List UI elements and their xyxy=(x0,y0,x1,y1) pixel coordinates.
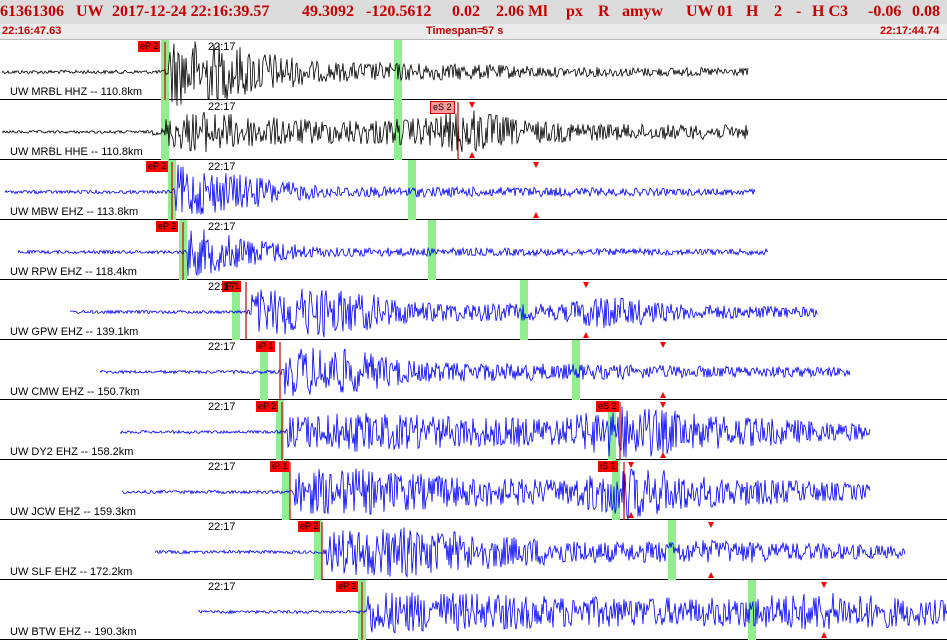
channel-label: UW CMW EHZ -- 150.7km xyxy=(10,386,140,398)
pick-flag: eP 2 xyxy=(298,521,321,532)
time-start: 22:16:47.63 xyxy=(2,25,62,37)
time-bar: 22:16:47.63 Timespan= 57 s 22:17:44.74 xyxy=(0,24,947,40)
minute-label: 22:17 xyxy=(208,341,236,353)
channel-label: UW BTW EHZ -- 190.3km xyxy=(10,626,137,638)
minute-label: 22:17 xyxy=(208,581,236,593)
pick-flag: iP 1 xyxy=(270,461,290,472)
waveform-trace xyxy=(197,592,947,634)
theory-marker-bottom xyxy=(469,152,475,158)
waveform-trace xyxy=(69,288,818,338)
minute-label: 22:17 xyxy=(208,401,236,413)
pick-flag: eP 2 xyxy=(138,41,161,52)
theory-marker-bottom xyxy=(583,332,589,338)
minute-label: 22:17 xyxy=(208,161,236,173)
event-longitude: -120.5612 xyxy=(366,3,432,20)
minute-label: 22:17 xyxy=(208,281,236,293)
minute-label: 22:17 xyxy=(208,461,236,473)
event-depth: 0.02 xyxy=(452,3,480,20)
pick-flag: eP 2 xyxy=(256,401,279,412)
window-marker xyxy=(394,40,402,100)
pick-flag: eP 2 xyxy=(336,581,359,592)
pick-flag: iP 1 xyxy=(222,281,242,292)
channel-label: UW GPW EHZ -- 139.1km xyxy=(10,326,139,338)
timespan-label: Timespan= xyxy=(426,25,484,37)
waveform-trace xyxy=(4,164,756,215)
time-end: 22:17:44.74 xyxy=(880,25,940,37)
event-h-count: 2 xyxy=(774,3,782,20)
theory-marker-top xyxy=(821,582,827,588)
waveform-trace xyxy=(154,527,906,579)
event-value-a: -0.06 xyxy=(868,3,902,20)
event-review-flag: R xyxy=(598,3,610,20)
window-marker xyxy=(612,460,620,520)
waveform-trace xyxy=(121,468,871,520)
minute-label: 22:17 xyxy=(208,221,236,233)
theory-marker-top xyxy=(533,162,539,168)
theory-marker-top xyxy=(628,462,634,468)
theory-marker-bottom xyxy=(628,512,634,518)
event-network: UW xyxy=(76,3,104,20)
event-h-code: H C3 xyxy=(812,3,848,20)
channel-label: UW SLF EHZ -- 172.2km xyxy=(10,566,133,578)
event-value-b: 0.08 xyxy=(912,3,940,20)
window-marker xyxy=(748,580,756,640)
pick-flag: iP 1 xyxy=(256,341,276,352)
event-id: 61361306 xyxy=(0,3,64,20)
waveform-trace xyxy=(1,41,749,106)
pick-flag: iS 1 xyxy=(598,461,618,472)
channel-label: UW MRBL HHE -- 110.8km xyxy=(10,146,143,158)
channel-label: UW RPW EHZ -- 118.4km xyxy=(10,266,137,278)
pick-flag: eP 2 xyxy=(146,161,169,172)
window-marker xyxy=(520,280,528,340)
window-marker xyxy=(232,280,240,340)
window-marker xyxy=(282,460,290,520)
event-magnitude: 2.06 Ml xyxy=(496,3,548,20)
pick-flag: eP 2 xyxy=(156,221,179,232)
theory-marker-bottom xyxy=(708,572,714,578)
theory-marker-top xyxy=(469,102,475,108)
timespan-value: 57 s xyxy=(482,25,504,37)
event-type: px xyxy=(566,3,583,20)
theory-marker-top xyxy=(583,282,589,288)
theory-marker-bottom xyxy=(821,632,827,638)
event-h-flag: H xyxy=(746,3,759,20)
window-marker xyxy=(276,400,284,460)
minute-label: 22:17 xyxy=(208,521,236,533)
event-latitude: 49.3092 xyxy=(302,3,354,20)
waveform-trace xyxy=(119,406,871,458)
theory-marker-bottom xyxy=(533,212,539,218)
event-auth: UW 01 xyxy=(686,3,734,20)
event-analyst: amyw xyxy=(622,3,663,20)
channel-label: UW MRBL HHZ -- 110.8km xyxy=(10,86,143,98)
theory-marker-top xyxy=(660,342,666,348)
theory-marker-top xyxy=(660,402,666,408)
event-origin-time: 2017-12-24 22:16:39.57 xyxy=(112,3,270,20)
event-dash: - xyxy=(796,3,802,20)
theory-marker-bottom xyxy=(660,452,666,458)
event-header: 61361306 UW 2017-12-24 22:16:39.57 49.30… xyxy=(0,0,947,24)
window-marker xyxy=(314,520,322,580)
pick-flag: eS 2 xyxy=(596,401,619,412)
window-marker xyxy=(260,340,268,400)
minute-label: 22:17 xyxy=(208,101,236,113)
minute-label: 22:17 xyxy=(208,41,236,53)
waveform-trace xyxy=(99,347,851,396)
theory-marker-top xyxy=(708,522,714,528)
window-marker xyxy=(668,520,676,580)
channel-label: UW MBW EHZ -- 113.8km xyxy=(10,206,139,218)
channel-label: UW DY2 EHZ -- 158.2km xyxy=(10,446,134,458)
theory-marker-bottom xyxy=(660,392,666,398)
waveform-trace xyxy=(1,110,749,153)
channel-label: UW JCW EHZ -- 159.3km xyxy=(10,506,136,518)
pick-flag: eS 2 xyxy=(430,101,455,114)
waveform-trace xyxy=(17,229,769,277)
